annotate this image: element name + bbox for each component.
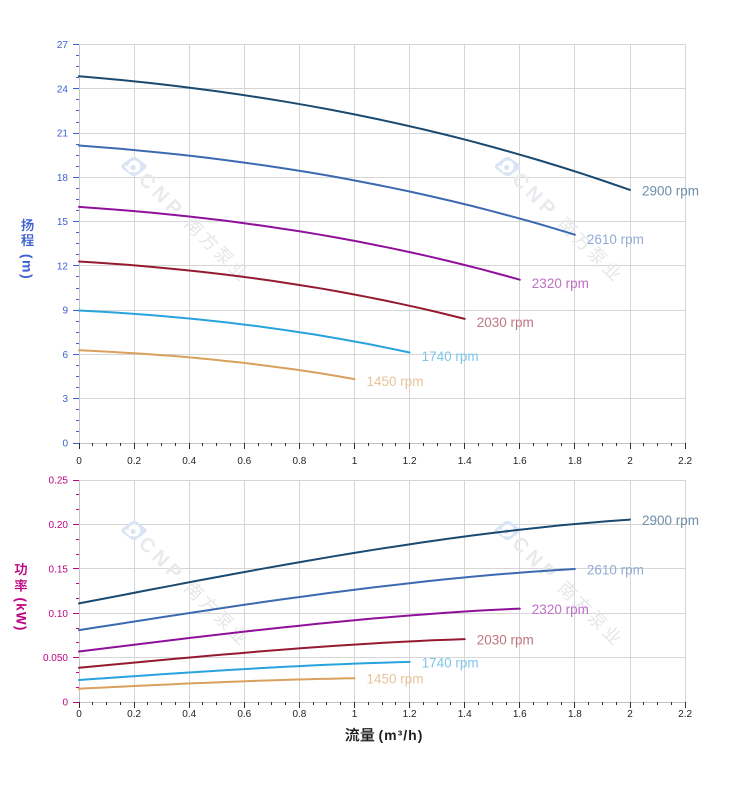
- svg-text:2900 rpm: 2900 rpm: [642, 183, 699, 198]
- svg-text:0.050: 0.050: [43, 653, 68, 664]
- svg-text:(kW): (kW): [14, 597, 29, 631]
- svg-text:1740 rpm: 1740 rpm: [422, 655, 479, 670]
- svg-text:27: 27: [57, 40, 69, 51]
- svg-text:2610 rpm: 2610 rpm: [587, 232, 644, 247]
- svg-text:6: 6: [62, 350, 68, 361]
- svg-text:12: 12: [57, 261, 69, 272]
- svg-text:(m): (m): [20, 254, 36, 280]
- svg-text:0: 0: [76, 456, 82, 467]
- svg-text:0.6: 0.6: [237, 456, 251, 467]
- svg-text:21: 21: [57, 129, 69, 140]
- svg-text:0.2: 0.2: [127, 709, 141, 720]
- svg-text:2030 rpm: 2030 rpm: [477, 633, 534, 648]
- svg-text:CNP: CNP: [508, 533, 563, 588]
- svg-text:CNP: CNP: [134, 533, 189, 588]
- svg-text:0.15: 0.15: [49, 564, 69, 575]
- svg-text:2900 rpm: 2900 rpm: [642, 513, 699, 528]
- svg-text:0.20: 0.20: [49, 520, 69, 531]
- svg-text:2320 rpm: 2320 rpm: [532, 276, 589, 291]
- svg-text:1.8: 1.8: [568, 456, 582, 467]
- svg-text:0.8: 0.8: [292, 456, 306, 467]
- svg-text:0.25: 0.25: [49, 476, 69, 487]
- svg-text:0.2: 0.2: [127, 456, 141, 467]
- svg-text:1: 1: [352, 709, 358, 720]
- svg-text:1.4: 1.4: [458, 709, 472, 720]
- svg-text:0.10: 0.10: [49, 609, 69, 620]
- svg-text:2610 rpm: 2610 rpm: [587, 563, 644, 578]
- svg-text:2: 2: [627, 709, 633, 720]
- svg-text:0: 0: [76, 709, 82, 720]
- svg-text:1450 rpm: 1450 rpm: [367, 672, 424, 687]
- svg-text:1.6: 1.6: [513, 709, 527, 720]
- svg-text:9: 9: [62, 306, 68, 317]
- svg-text:1: 1: [352, 456, 358, 467]
- svg-text:15: 15: [57, 217, 69, 228]
- svg-text:1450 rpm: 1450 rpm: [367, 374, 424, 389]
- svg-text:2: 2: [627, 456, 633, 467]
- svg-text:0: 0: [62, 439, 68, 450]
- svg-text:2030 rpm: 2030 rpm: [477, 315, 534, 330]
- svg-text:1740 rpm: 1740 rpm: [422, 349, 479, 364]
- svg-text:1.4: 1.4: [458, 456, 472, 467]
- svg-text:2320 rpm: 2320 rpm: [532, 602, 589, 617]
- svg-text:1.6: 1.6: [513, 456, 527, 467]
- svg-text:1.2: 1.2: [403, 456, 417, 467]
- svg-text:1.8: 1.8: [568, 709, 582, 720]
- svg-text:18: 18: [57, 173, 69, 184]
- svg-text:0.4: 0.4: [182, 709, 196, 720]
- svg-text:1.2: 1.2: [403, 709, 417, 720]
- svg-text:0.6: 0.6: [237, 709, 251, 720]
- svg-text:2.2: 2.2: [678, 709, 692, 720]
- svg-text:3: 3: [62, 394, 68, 405]
- svg-text:24: 24: [57, 84, 69, 95]
- svg-text:2.2: 2.2: [678, 456, 692, 467]
- svg-text:0.8: 0.8: [292, 709, 306, 720]
- svg-text:0: 0: [62, 698, 68, 709]
- svg-text:0.4: 0.4: [182, 456, 196, 467]
- svg-text:CNP: CNP: [508, 169, 563, 224]
- svg-text:(m³/h): (m³/h): [379, 727, 424, 743]
